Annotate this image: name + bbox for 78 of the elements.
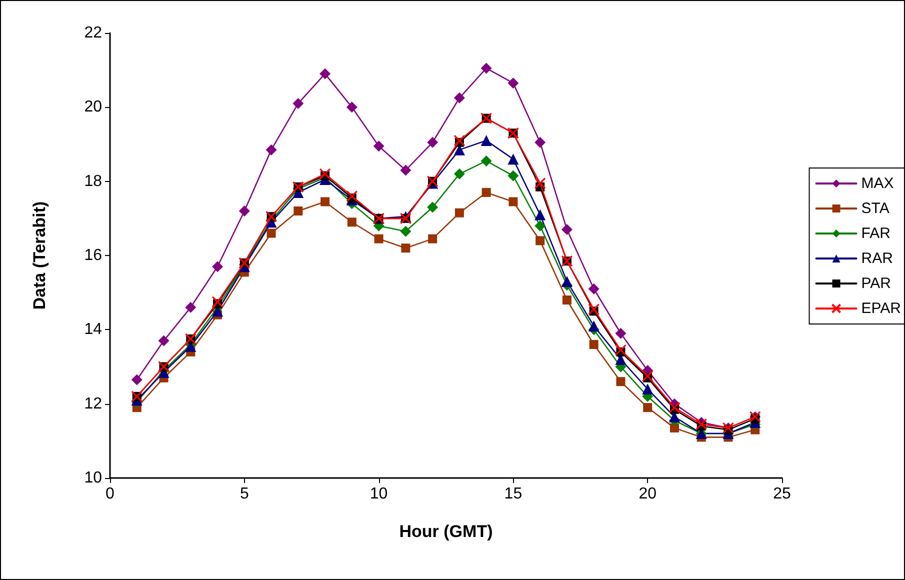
point [696,418,708,430]
point [508,197,518,206]
point [480,62,492,74]
point [320,68,331,80]
point [534,136,546,148]
point [588,283,600,294]
point [614,344,627,356]
point [131,374,142,386]
point [346,190,358,202]
y-axis-title: Data (Terabit) [30,201,49,310]
point [534,177,546,189]
point [400,164,412,176]
point [238,206,250,216]
point [292,98,304,109]
point [642,370,654,382]
point [480,135,492,146]
x-axis-title: Hour (GMT) [399,522,493,541]
point [454,134,466,146]
point [616,377,626,386]
legend-label: PAR [861,275,892,292]
point [588,303,600,316]
legend-label: RAR [861,250,894,267]
x-tick-label: 5 [240,486,249,502]
point [480,155,492,166]
point [185,302,196,313]
point [561,276,572,287]
point [668,402,680,414]
point [561,224,572,236]
point [589,340,598,349]
point [212,261,224,272]
point [508,170,519,182]
y-tick-label: 20 [84,98,102,116]
point [428,234,438,244]
point [508,78,519,89]
point [266,228,276,238]
point [320,197,330,206]
point [508,154,519,165]
point [670,423,679,432]
x-tick-label: 20 [638,486,657,502]
point [562,296,572,304]
point [642,384,654,394]
y-tick-label: 10 [84,470,102,486]
point [212,296,224,308]
x-tick-label: 25 [773,486,791,502]
x-tick-label: 10 [370,486,388,502]
point [400,226,412,237]
y-tick-label: 18 [84,172,102,190]
point [373,140,384,152]
y-tick-label: 12 [84,395,102,412]
legend-label: MAX [861,175,894,192]
point [588,320,600,332]
x-tick-label: 15 [504,486,522,502]
point [158,335,170,346]
point [454,168,465,180]
x-tick-label: 0 [106,486,115,502]
point [534,209,546,220]
legend-label: EPAR [861,300,902,317]
point [401,244,410,253]
point [534,220,546,232]
point [427,136,438,148]
legend-label: STA [861,200,890,217]
point [615,328,626,339]
point [266,144,277,156]
point [454,92,465,104]
point [482,188,491,197]
point [454,208,464,218]
point [536,236,545,246]
point [347,218,356,227]
point [374,234,384,244]
y-tick-label: 22 [84,24,102,42]
point [294,206,303,216]
y-tick-label: 14 [84,321,102,338]
point [427,202,438,213]
point [319,168,331,180]
y-tick-label: 16 [84,247,102,264]
point [346,102,358,113]
legend-label: FAR [861,225,891,242]
point [643,403,652,412]
